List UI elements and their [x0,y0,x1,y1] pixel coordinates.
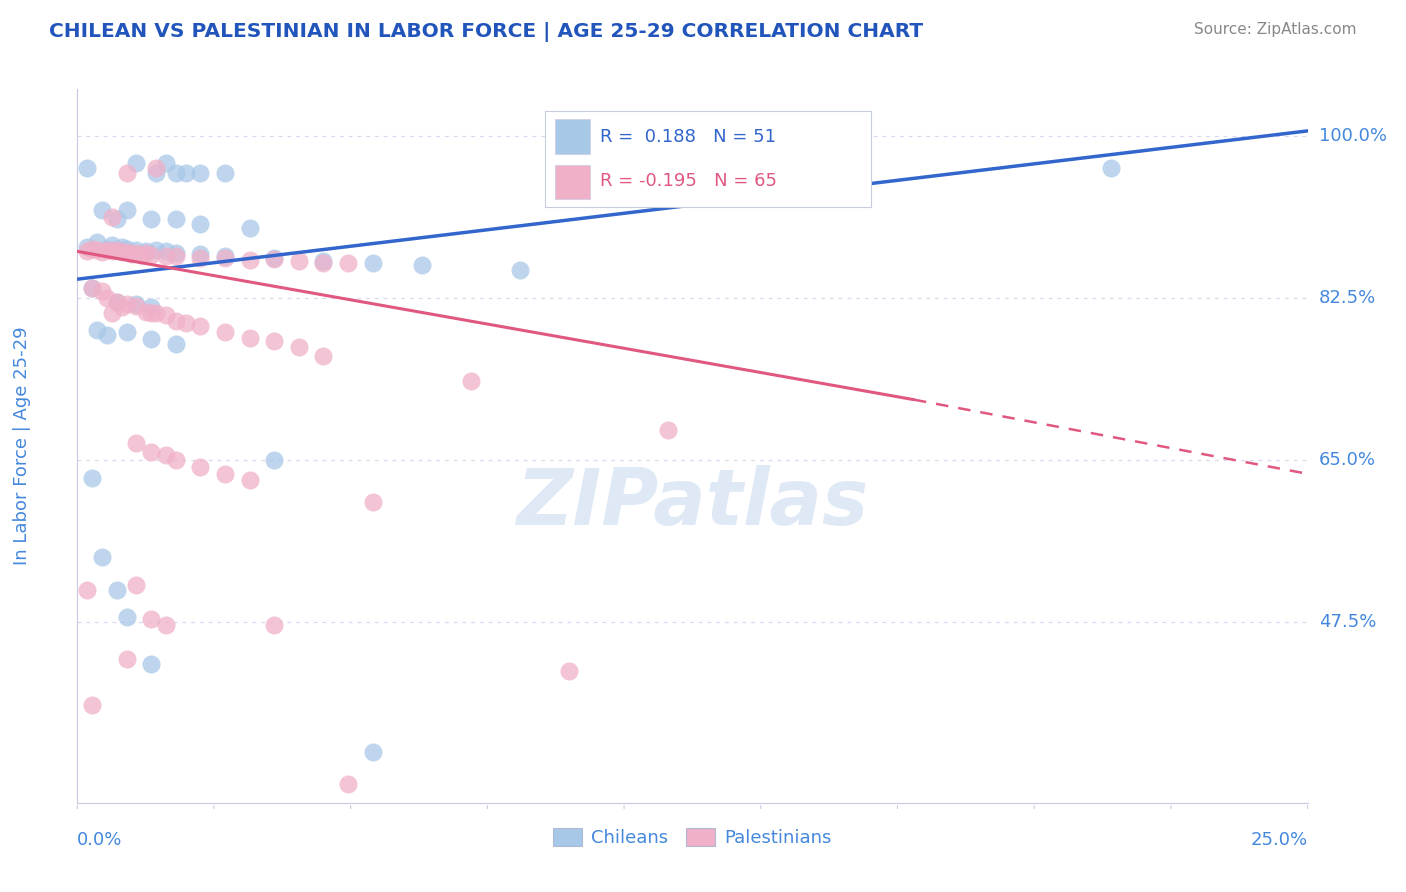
FancyBboxPatch shape [554,164,591,199]
Text: 100.0%: 100.0% [1319,127,1386,145]
Text: R = -0.195   N = 65: R = -0.195 N = 65 [600,172,778,190]
Text: ZIPatlas: ZIPatlas [516,465,869,541]
FancyBboxPatch shape [554,120,591,154]
Text: CHILEAN VS PALESTINIAN IN LABOR FORCE | AGE 25-29 CORRELATION CHART: CHILEAN VS PALESTINIAN IN LABOR FORCE | … [49,22,924,42]
Text: 47.5%: 47.5% [1319,613,1376,631]
Text: 82.5%: 82.5% [1319,289,1376,307]
Text: In Labor Force | Age 25-29: In Labor Force | Age 25-29 [13,326,31,566]
Text: 25.0%: 25.0% [1250,831,1308,849]
Text: R =  0.188   N = 51: R = 0.188 N = 51 [600,128,776,145]
Text: 65.0%: 65.0% [1319,450,1375,469]
Text: 0.0%: 0.0% [77,831,122,849]
Text: Source: ZipAtlas.com: Source: ZipAtlas.com [1194,22,1357,37]
Legend: Chileans, Palestinians: Chileans, Palestinians [546,822,839,855]
